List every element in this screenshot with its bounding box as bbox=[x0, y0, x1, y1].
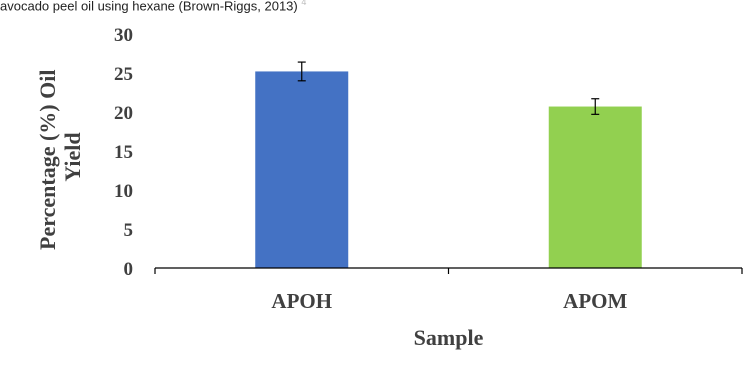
y-axis-title-line-1: Percentage (%) Oil bbox=[35, 70, 60, 250]
y-tick-label: 30 bbox=[114, 25, 133, 46]
y-axis-title-line-2: Yield bbox=[60, 132, 85, 181]
y-tick-label: 20 bbox=[114, 103, 133, 124]
caption-body: avocado peel oil using hexane (Brown-Rig… bbox=[0, 0, 298, 14]
y-axis-title: Percentage (%) Oil Yield bbox=[35, 64, 85, 250]
y-tick-label: 15 bbox=[114, 142, 133, 163]
x-tick-label: APOM bbox=[563, 289, 627, 313]
x-axis-title: Sample bbox=[414, 325, 484, 350]
x-tick-label: APOH bbox=[271, 289, 332, 313]
y-tick-label: 25 bbox=[114, 64, 133, 85]
caption-reference: 4 bbox=[301, 0, 307, 7]
caption-text: avocado peel oil using hexane (Brown-Rig… bbox=[0, 0, 306, 13]
y-tick-label: 0 bbox=[124, 259, 134, 280]
bar-apoh bbox=[255, 71, 349, 268]
bar-apom bbox=[548, 106, 642, 268]
y-tick-label: 10 bbox=[114, 181, 133, 202]
y-tick-label: 5 bbox=[124, 220, 134, 241]
